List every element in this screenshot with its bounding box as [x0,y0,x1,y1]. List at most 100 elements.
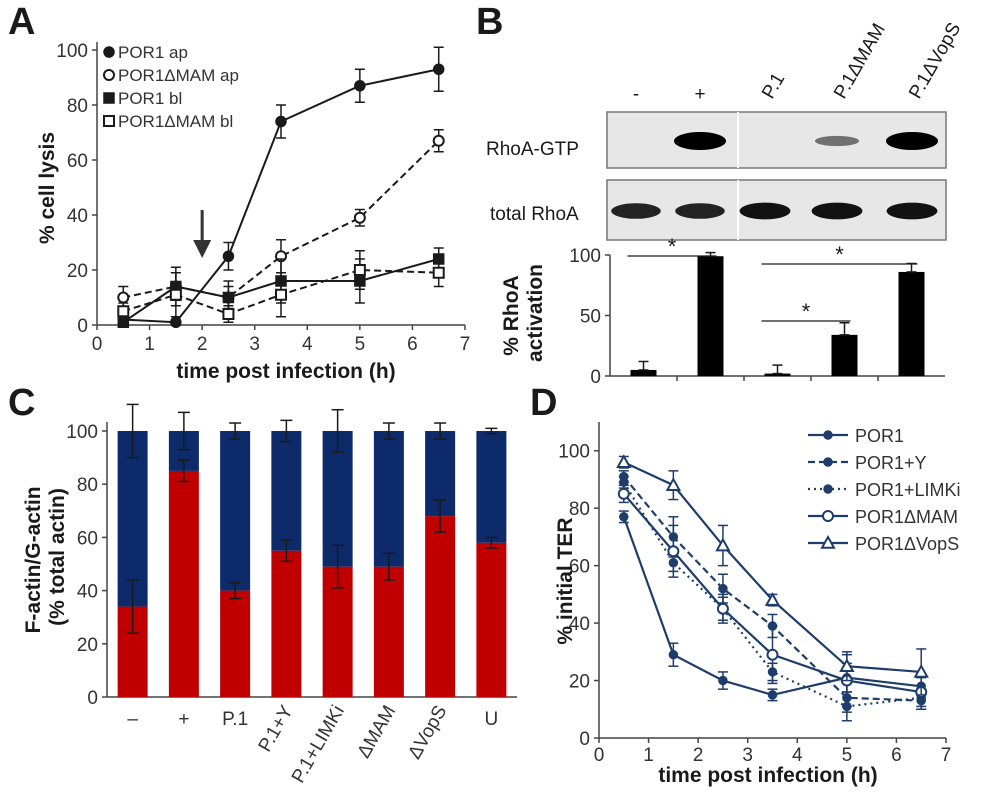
panel-c-bar-lower-u [476,542,507,697]
panel-d-x-tick-label: 3 [742,745,753,766]
panel-c-error-bar-upper [485,427,498,435]
panel-d-legend-label: POR1ΔVopS [855,534,959,554]
panel-a-legend-entry: POR1ΔMAM ap [103,66,239,85]
blot-lane-label-p-1delta-vops: P.1ΔVopS [905,19,965,102]
blot-lane-label-p-1delta-mam: P.1ΔMAM [830,20,890,102]
panel-d-data-point [718,675,728,686]
panel-d-legend-entry: POR1 [808,426,904,446]
panel-b-bar-chart: 0 50 100 * * * % RhoA activation [500,234,945,388]
panel-c-error-bar-lower [229,581,242,600]
panel-d-data-point [665,477,682,491]
blot-band [611,203,661,219]
panel-c-error-bar-upper [280,419,293,443]
panel-a-legend-entry: POR1 ap [103,43,188,62]
panel-c-error-bar-upper [382,422,395,440]
panel-a-data-point [354,80,366,92]
blot-band [811,202,863,220]
panel-c-x-tick-label-blank: – [127,709,138,730]
panel-d-series-line [622,475,922,702]
blot-band [886,202,938,220]
panel-a-data-point [432,134,445,147]
panel-b-bar-p-1delta-mam [831,334,858,376]
panel-d-line-chart: 0 1 2 3 4 5 6 7 0 20 40 60 80 100 POR1 POR1+Y POR1+LIMK… [554,422,961,787]
panel-d-y-axis-title: % initial TER [554,517,577,644]
panel-c-error-bar-lower [126,579,139,634]
panel-c-bar-lower-p-1-y [271,550,302,697]
panel-b-bar-p-1delta-vops [898,271,925,376]
panel-c-bar-lower-blank [168,470,199,697]
panel-d-y-tick-label: 100 [558,442,590,463]
panel-c-x-tick-label-p-1-limki: P.1+LIMKi [288,702,349,787]
blot-band [886,132,938,150]
panel-d-data-point [619,512,629,522]
panel-a-legend-marker [103,69,115,81]
panel-c-x-tick-label-p-1-y: P.1+Y [255,702,298,756]
panel-c-error-bar-lower [382,552,395,581]
panel-c-x-tick-label-u: U [485,709,499,730]
panel-a-x-tick-label: 3 [249,334,260,355]
panel-a-data-point [170,316,182,328]
blot-band [675,203,725,219]
panel-a-legend-entry: POR1 bl [103,89,182,108]
blot-row-total-rhoa [606,179,947,241]
panel-b-error-bar [638,360,649,371]
panel-b-bar-blank [697,256,724,376]
panel-b-bar-blank [630,369,657,376]
panel-a-x-tick-label: 4 [302,334,313,355]
panel-c-y-tick-label: 100 [66,422,98,443]
panel-d-data-point [617,487,630,500]
panel-d-data-point [764,592,781,606]
panel-d-legend-marker [823,484,833,494]
panel-a-axes: 0 1 2 3 4 5 6 7 0 20 40 60 80 100 [56,41,470,355]
blot-lane-labels: - + P.1 P.1ΔMAM P.1ΔVopS [633,19,966,105]
panel-c-bar-upper-u [476,431,507,543]
panel-a-legend-label: POR1ΔMAM bl [118,112,233,131]
panel-a-data-point [432,63,445,75]
panel-d-legend: POR1 POR1+Y POR1+LIMKi POR1ΔMAM POR1ΔVopS [808,426,961,554]
panel-a-data-point [275,115,287,128]
panel-d-legend-entry: POR1ΔVopS [808,534,959,554]
panel-letter-c: C [8,382,35,424]
panel-a-y-tick-label: 0 [77,316,88,337]
panel-c-y-tick-label: 40 [77,582,98,603]
panel-b-y-tick-label: 100 [569,246,601,267]
panel-d-legend-marker [823,457,833,467]
panel-d-legend-label: POR1 [855,426,904,446]
panel-d-plot-area [616,454,929,722]
panel-a-y-tick-label: 20 [67,261,88,282]
panel-c-stacked-bar-chart: 0 20 40 60 80 100 – + P.1 P.1+YP.1+LIMKi ΔMAM ΔVopS… [22,403,517,787]
panel-c-bar-upper-delta-mam [373,431,404,567]
panel-c-error-bar-lower [280,539,293,563]
panel-c-bar-lower-delta-mam [373,566,404,697]
panel-a-series-por1delta-mam-bl [117,250,445,323]
panel-d-x-tick-label: 2 [693,745,704,766]
panel-c-x-tick-label-blank: + [178,709,189,730]
panel-a-y-tick-label: 100 [56,41,88,62]
panel-c-y-tick-label: 20 [77,635,98,656]
panel-d-series-line [623,461,922,674]
blot-band [739,202,791,220]
panel-d-legend-marker [822,510,834,522]
blot-lane-label-p-1: P.1 [758,69,789,102]
panel-a-y-tick-label: 60 [67,151,88,172]
panel-a-y-tick-label: 80 [67,96,88,117]
panel-d-data-point [767,690,778,700]
panel-letter-d: D [530,382,557,424]
panel-c-y-tick-label: 0 [87,688,98,709]
panel-c-error-bar-upper [434,422,447,440]
blot-label-total-rhoa: total RhoA [490,204,579,225]
panel-d-x-tick-label: 6 [891,745,902,766]
panel-d-series-line [622,493,922,694]
panel-d-legend-label: POR1ΔMAM [855,507,958,527]
significance-star: * [668,234,677,259]
panel-a-legend-marker [103,92,115,104]
blot-lane-label-blank: + [694,84,705,105]
panel-c-x-tick-label-delta-mam: ΔMAM [354,702,401,762]
panel-d-data-point [716,602,729,615]
panel-a-series-line [122,258,439,324]
panel-d-x-tick-label: 1 [643,745,654,766]
panel-a-legend-marker [103,46,115,58]
panel-c-error-bar-lower [177,459,190,483]
panel-a-data-point [117,291,130,304]
